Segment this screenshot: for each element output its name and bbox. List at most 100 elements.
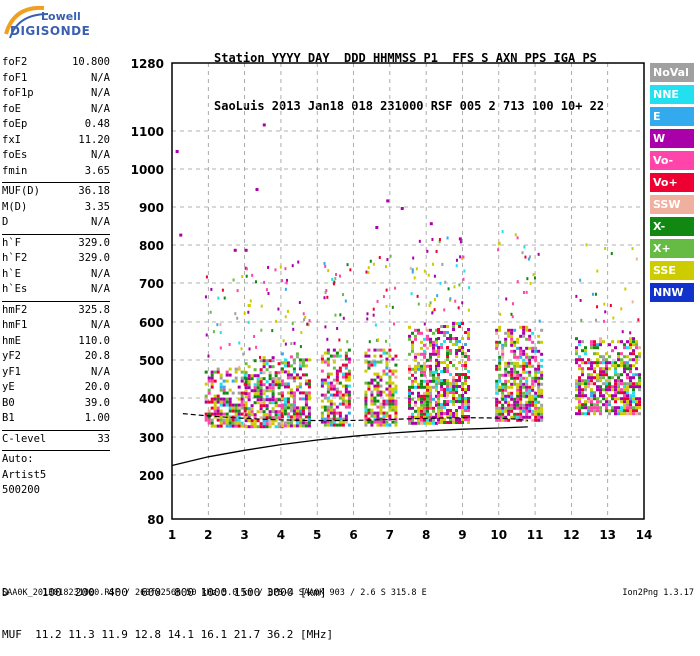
echo-pixel xyxy=(394,286,397,290)
echo-pixel xyxy=(501,418,505,422)
echo-pixel xyxy=(507,364,511,368)
echo-pixel xyxy=(522,391,526,395)
echo-pixel xyxy=(501,397,505,401)
echo-pixel xyxy=(531,418,535,422)
param-row: fmin 3.65 xyxy=(2,165,110,181)
echo-pixel xyxy=(525,382,529,386)
echo-pixel xyxy=(516,400,520,404)
echo-pixel xyxy=(295,424,299,428)
echo-pixel xyxy=(605,400,609,404)
echo-pixel xyxy=(578,406,582,410)
echo-pixel xyxy=(382,423,386,427)
echo-pixel xyxy=(237,397,241,401)
echo-pixel xyxy=(446,394,450,397)
echo-pixel xyxy=(237,424,241,428)
echo-pixel xyxy=(501,355,505,359)
echo-pixel xyxy=(426,379,429,383)
echo-pixel xyxy=(629,370,633,374)
echo-pixel xyxy=(364,381,368,385)
echo-pixel xyxy=(326,405,330,409)
echo-pixel xyxy=(370,363,374,367)
echo-pixel xyxy=(320,411,324,415)
echo-pixel xyxy=(525,406,529,410)
echo-pixel xyxy=(367,271,370,275)
echo-pixel xyxy=(332,366,336,370)
echo-pixel xyxy=(292,370,296,374)
echo-pixel xyxy=(578,367,582,371)
echo-pixel xyxy=(373,384,377,388)
echo-pixel xyxy=(240,391,244,395)
echo-pixel xyxy=(529,281,532,285)
echo-pixel xyxy=(519,397,523,401)
x-tick-label: 11 xyxy=(527,528,544,542)
echo-pixel xyxy=(411,379,414,383)
echo-pixel xyxy=(504,373,508,377)
echo-pixel xyxy=(277,404,281,408)
echo-pixel xyxy=(225,412,229,416)
echo-pixel xyxy=(244,380,248,384)
echo-pixel xyxy=(323,360,327,364)
echo-pixel xyxy=(329,384,333,388)
echo-pixel xyxy=(335,378,339,382)
echo-pixel xyxy=(611,376,615,380)
echo-pixel xyxy=(467,334,471,337)
echo-pixel xyxy=(204,418,208,422)
echo-pixel xyxy=(504,415,508,419)
echo-pixel xyxy=(216,367,220,371)
echo-pixel xyxy=(244,416,248,420)
echo-pixel xyxy=(455,400,459,403)
echo-pixel xyxy=(432,346,435,350)
echo-pixel xyxy=(253,416,257,420)
echo-pixel xyxy=(216,400,220,404)
echo-pixel xyxy=(295,373,299,377)
echo-pixel xyxy=(531,382,535,386)
echo-pixel xyxy=(367,381,371,385)
param-name: h`Es xyxy=(2,283,28,295)
echo-pixel xyxy=(207,388,211,392)
echo-pixel xyxy=(370,423,374,427)
param-row: M(D) 3.35 xyxy=(2,201,110,217)
echo-pixel xyxy=(526,277,529,281)
echo-pixel xyxy=(504,337,508,341)
echo-pixel xyxy=(411,343,414,347)
echo-pixel xyxy=(602,355,606,359)
echo-pixel xyxy=(528,355,532,359)
echo-pixel xyxy=(437,364,441,367)
echo-pixel xyxy=(295,409,299,413)
echo-pixel xyxy=(429,355,432,359)
echo-pixel xyxy=(210,418,214,422)
echo-pixel xyxy=(271,392,275,396)
echo-pixel xyxy=(207,379,211,383)
echo-pixel xyxy=(446,382,450,385)
echo-pixel xyxy=(373,414,377,418)
echo-pixel xyxy=(464,376,468,379)
legend-item: NNE xyxy=(650,85,694,104)
echo-pixel xyxy=(629,382,633,386)
echo-pixel xyxy=(420,370,423,374)
param-row: h`F 329.0 xyxy=(2,237,110,253)
echo-pixel xyxy=(423,415,426,419)
echo-pixel xyxy=(467,349,471,352)
echo-pixel xyxy=(617,340,621,344)
echo-pixel xyxy=(624,287,627,291)
echo-pixel xyxy=(298,424,302,428)
echo-pixel xyxy=(225,424,229,428)
echo-pixel xyxy=(388,396,392,400)
echo-pixel xyxy=(240,400,244,404)
echo-pixel xyxy=(259,416,263,420)
echo-pixel xyxy=(376,387,380,391)
echo-pixel xyxy=(632,376,636,380)
echo-pixel xyxy=(271,329,274,333)
echo-pixel xyxy=(344,354,348,358)
echo-pixel xyxy=(507,394,511,398)
echo-pixel xyxy=(219,397,223,401)
echo-pixel xyxy=(347,375,351,379)
echo-pixel xyxy=(435,415,438,419)
echo-pixel xyxy=(581,412,585,416)
echo-pixel xyxy=(537,409,541,413)
echo-pixel xyxy=(498,385,502,389)
echo-pixel xyxy=(373,402,377,406)
echo-pixel xyxy=(320,384,324,388)
legend: NoVal NNE E W Vo- Vo+ SSW X- X+ SSE NNW xyxy=(650,63,694,305)
echo-pixel xyxy=(420,421,423,425)
